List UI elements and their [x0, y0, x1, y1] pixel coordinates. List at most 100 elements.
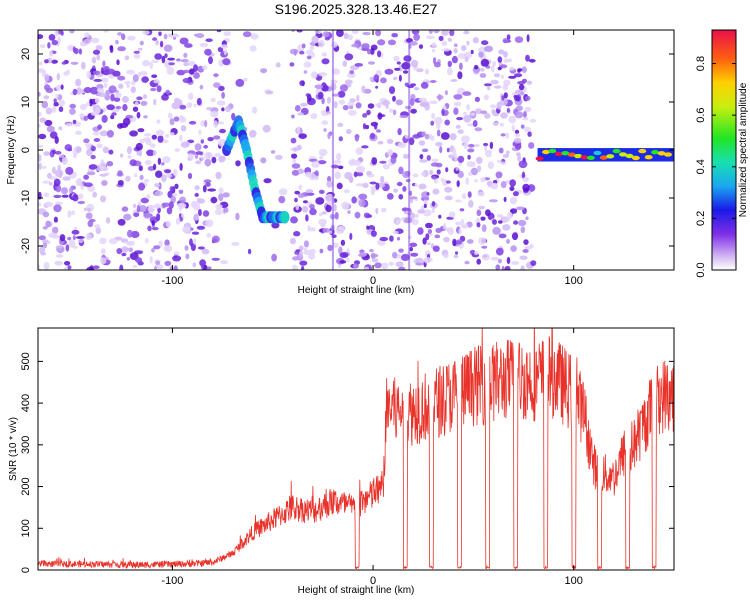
noise-blob: [278, 195, 286, 204]
noise-blob: [514, 143, 522, 150]
noise-blob: [73, 226, 78, 231]
noise-blob: [289, 62, 295, 67]
noise-blob: [292, 147, 298, 152]
figure-title: S196.2025.328.13.46.E27: [275, 1, 438, 17]
noise-blob: [58, 170, 63, 179]
noise-blob: [155, 129, 165, 137]
noise-blob: [174, 183, 179, 189]
noise-blob: [455, 124, 461, 129]
noise-blob: [500, 64, 508, 69]
noise-blob: [83, 138, 90, 144]
noise-blob: [133, 54, 141, 59]
noise-blob: [98, 92, 107, 97]
noise-blob: [60, 84, 64, 90]
noise-blob: [511, 124, 515, 132]
noise-blob: [153, 79, 160, 84]
noise-blob: [76, 87, 82, 95]
noise-blob: [354, 211, 361, 219]
noise-blob: [412, 173, 419, 178]
noise-blob: [201, 65, 208, 70]
noise-blob: [421, 148, 429, 153]
noise-blob: [196, 198, 206, 204]
noise-blob: [38, 123, 41, 128]
noise-blob: [365, 124, 370, 130]
colorbar-label: Normalized spectral amplitude: [738, 82, 749, 217]
noise-blob: [100, 257, 107, 265]
noise-blob: [149, 143, 156, 148]
noise-blob: [456, 180, 460, 188]
noise-blob: [205, 219, 214, 228]
noise-blob: [69, 108, 76, 115]
noise-blob: [214, 209, 224, 215]
noise-blob: [53, 178, 61, 187]
noise-blob: [455, 239, 463, 245]
snr-x-label: Height of straight line (km): [298, 585, 415, 596]
noise-blob: [193, 202, 201, 211]
noise-blob: [474, 96, 480, 103]
noise-blob: [42, 211, 50, 218]
noise-blob: [351, 30, 359, 35]
noise-blob: [410, 252, 419, 257]
noise-blob: [169, 132, 175, 136]
noise-blob: [474, 127, 483, 132]
noise-blob: [500, 112, 508, 119]
noise-blob: [117, 75, 126, 81]
noise-blob: [358, 253, 367, 258]
noise-blob: [530, 260, 537, 266]
noise-blob: [291, 163, 301, 169]
noise-blob: [218, 155, 226, 162]
noise-blob: [494, 85, 502, 89]
noise-blob: [472, 120, 478, 127]
noise-blob: [441, 108, 445, 117]
noise-blob: [303, 249, 313, 256]
noise-blob: [327, 96, 331, 104]
noise-blob: [468, 143, 475, 148]
noise-blob: [294, 197, 298, 203]
noise-blob: [392, 251, 398, 259]
noise-blob: [514, 129, 520, 134]
noise-blob: [152, 150, 157, 156]
noise-blob: [459, 62, 463, 70]
noise-blob: [318, 218, 327, 226]
noise-blob: [213, 73, 219, 78]
y-tick-label: 100: [20, 519, 32, 537]
noise-blob: [42, 241, 48, 249]
noise-blob: [97, 124, 102, 130]
noise-blob: [194, 213, 200, 221]
noise-blob: [478, 51, 484, 58]
noise-blob: [527, 131, 532, 137]
noise-blob: [321, 120, 329, 125]
noise-blob: [371, 258, 379, 263]
noise-blob: [183, 52, 188, 58]
noise-blob: [480, 67, 485, 72]
noise-blob: [434, 234, 441, 239]
noise-blob: [351, 196, 357, 204]
noise-blob: [101, 77, 109, 83]
noise-blob: [155, 260, 161, 266]
noise-blob: [430, 120, 435, 126]
noise-blob: [168, 62, 175, 66]
noise-blob: [220, 260, 229, 265]
noise-blob: [439, 146, 443, 154]
noise-blob: [53, 98, 57, 103]
noise-blob: [252, 106, 258, 114]
tone-blob: [606, 154, 615, 159]
noise-blob: [67, 210, 72, 218]
noise-blob: [134, 173, 138, 178]
noise-blob: [65, 123, 74, 127]
noise-blob: [126, 257, 130, 261]
noise-blob: [500, 74, 505, 79]
noise-blob: [484, 144, 488, 152]
noise-blob: [343, 189, 350, 194]
noise-blob: [340, 239, 346, 246]
noise-blob: [143, 115, 148, 119]
noise-blob: [153, 163, 157, 171]
noise-blob: [126, 229, 133, 238]
noise-blob: [520, 92, 525, 96]
noise-blob: [100, 248, 106, 255]
noise-blob: [85, 233, 92, 241]
noise-blob: [455, 221, 462, 226]
noise-blob: [453, 94, 463, 100]
noise-blob: [117, 32, 123, 36]
noise-blob: [124, 80, 131, 85]
